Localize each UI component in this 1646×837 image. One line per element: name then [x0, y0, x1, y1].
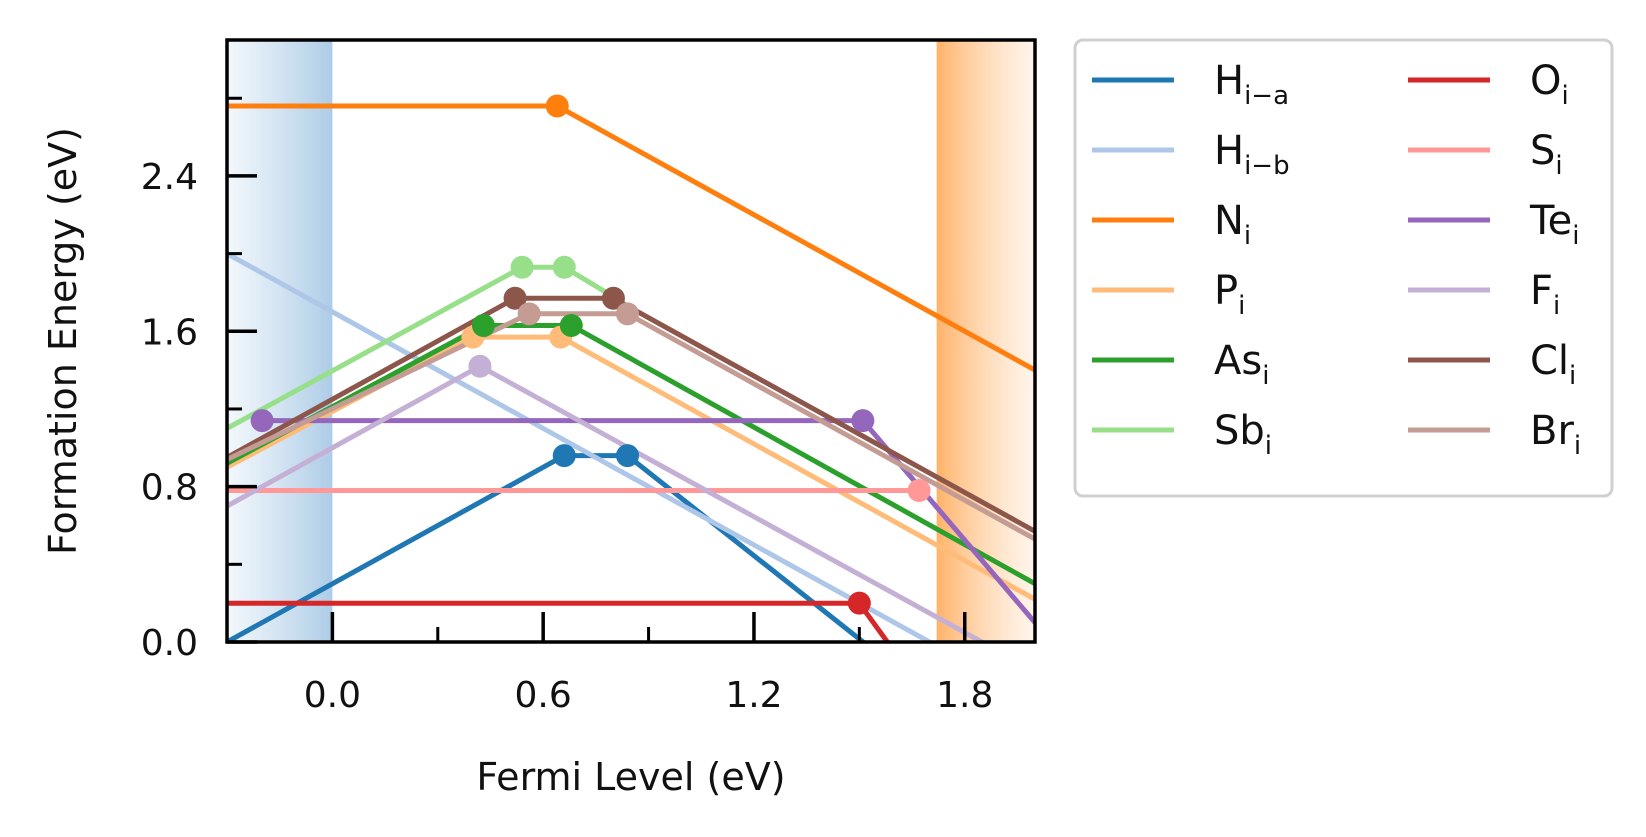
data-point-11-1: [615, 302, 639, 326]
data-point-0-0: [552, 444, 576, 468]
series-line-p-i: [227, 334, 1035, 602]
data-point-6-0: [847, 591, 871, 615]
legend-frame: [1073, 38, 1614, 498]
legend: Hi−a Hi−b Ni Pi Asi Sbi Oi Si Tei Fi Cli Bri: [1073, 38, 1614, 498]
legend-label: Sbi: [1214, 408, 1272, 461]
data-point-8-0: [250, 409, 274, 433]
data-point-5-1: [552, 255, 576, 279]
y-axis-label: Formation Energy (eV): [41, 127, 85, 555]
legend-label: Asi: [1214, 338, 1269, 391]
legend-label: Hi−b: [1214, 128, 1290, 181]
legend-label: Tei: [1529, 198, 1579, 251]
plot-area: 0.0 0.6 1.2 1.8 0.0 0.8 1.6 2.4: [141, 38, 1037, 716]
series-line-sb-i: [227, 264, 608, 431]
legend-label: Si: [1530, 128, 1563, 181]
series-line-cl-i: [227, 295, 1035, 534]
series-line-h-i-b: [227, 251, 935, 642]
y-tick-label: 2.4: [141, 157, 198, 198]
data-point-8-1: [851, 409, 875, 433]
data-point-4-0: [471, 313, 495, 337]
legend-label: Oi: [1530, 58, 1569, 111]
data-point-0-1: [615, 444, 639, 468]
data-point-11-0: [517, 302, 541, 326]
plot-frame: [225, 38, 1037, 644]
x-tick-label: 0.0: [304, 675, 361, 716]
series-line-h-i-a: [227, 453, 868, 642]
y-tick-label: 1.6: [141, 312, 198, 353]
legend-label: Bri: [1530, 408, 1581, 461]
data-point-4-1: [559, 313, 583, 337]
valence-band-region: [227, 40, 333, 642]
x-tick-label: 1.2: [725, 675, 782, 716]
x-tick-label: 0.6: [515, 675, 572, 716]
data-point-5-0: [510, 255, 534, 279]
y-tick-label: 0.8: [141, 468, 198, 509]
legend-label: Fi: [1530, 268, 1560, 321]
series-line-n-i: [227, 103, 1035, 373]
legend-label: Hi−a: [1214, 58, 1289, 111]
series-line-as-i: [227, 323, 1035, 586]
y-tick-label: 0.0: [141, 623, 198, 664]
legend-label: Cli: [1530, 338, 1576, 391]
data-point-7-0: [907, 479, 931, 503]
data-point-2-0: [545, 94, 569, 118]
data-point-10-1: [601, 286, 625, 310]
series-line-br-i: [227, 311, 1035, 542]
x-axis-label: Fermi Level (eV): [476, 755, 785, 799]
legend-label: Pi: [1214, 268, 1245, 321]
legend-label: Ni: [1214, 198, 1251, 251]
data-point-9-0: [468, 354, 492, 378]
x-tick-label: 1.8: [936, 675, 993, 716]
data-point-10-0: [503, 286, 527, 310]
